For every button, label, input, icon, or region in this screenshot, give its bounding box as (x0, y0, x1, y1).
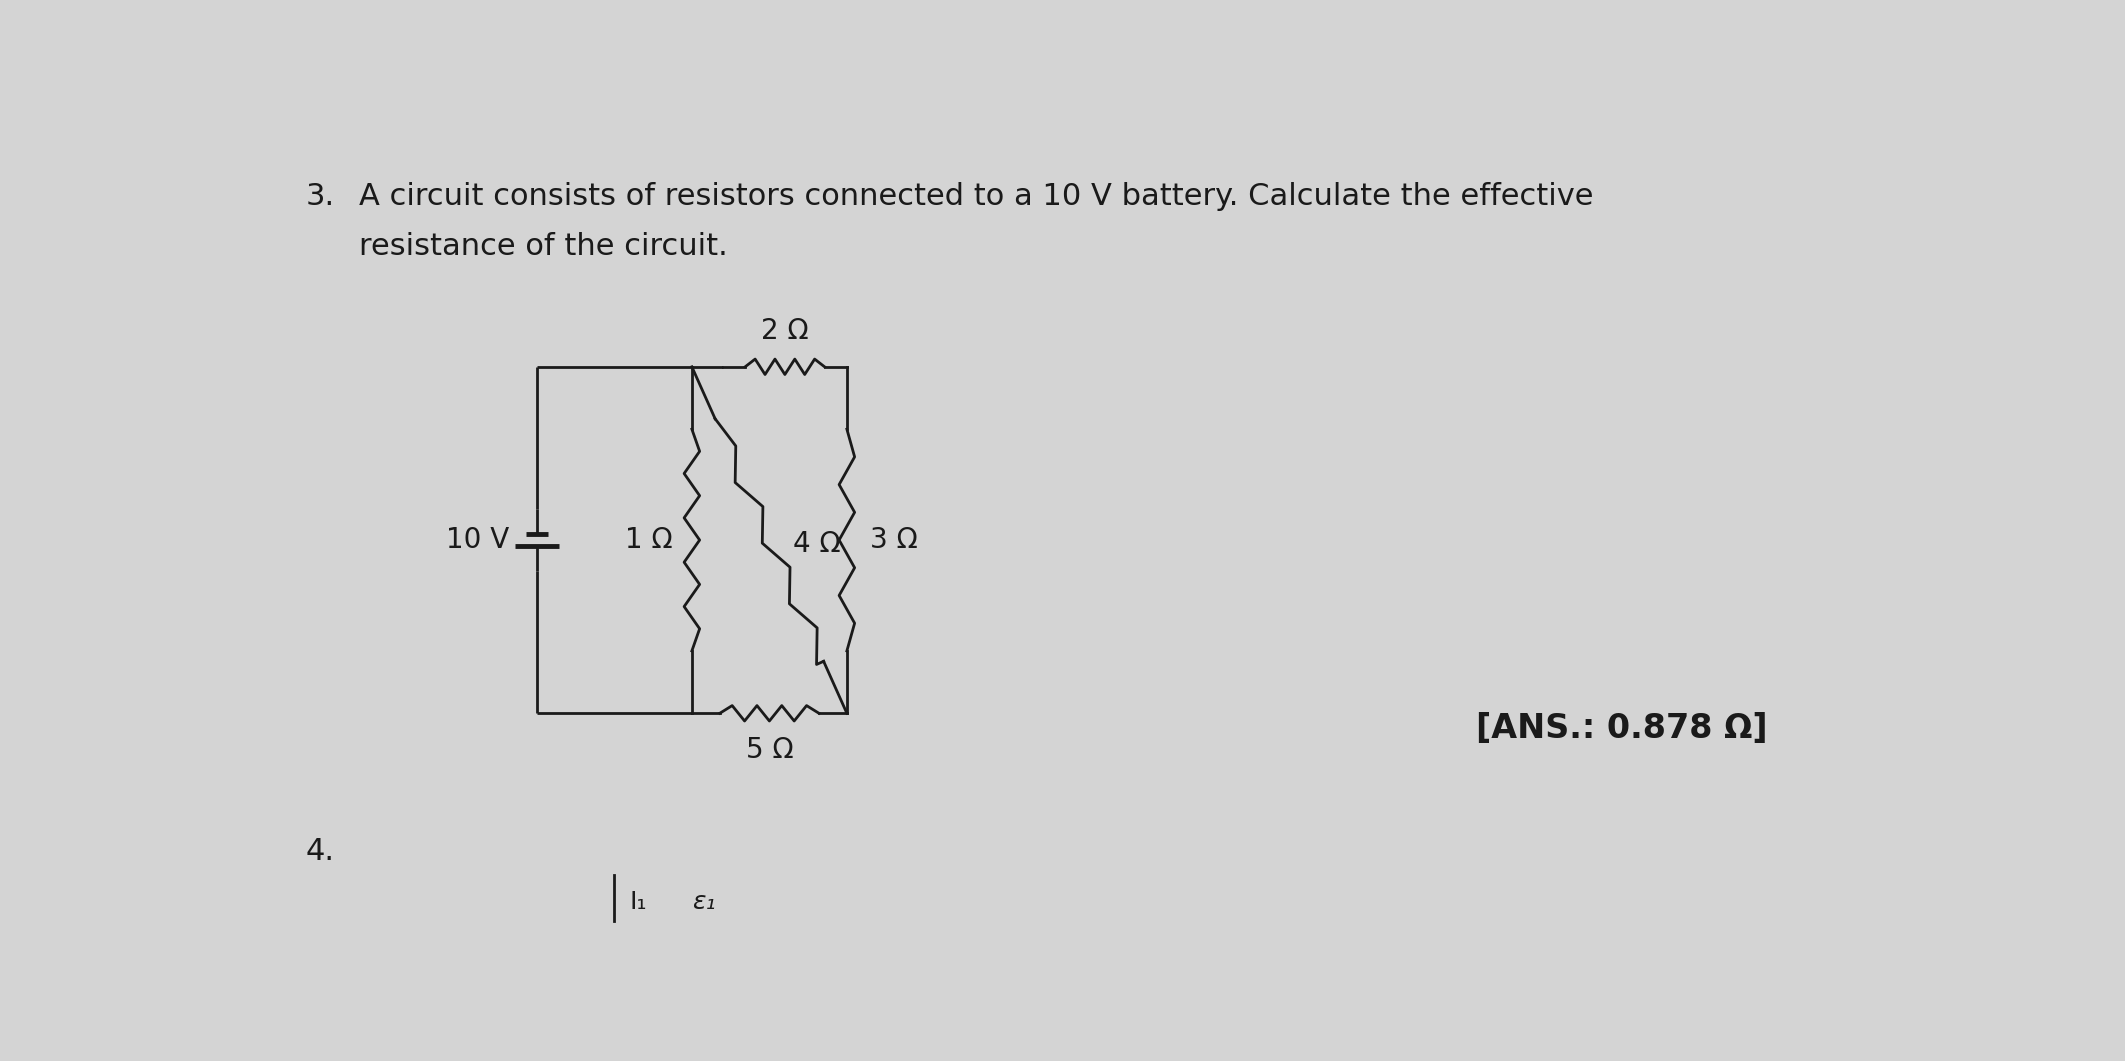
Text: 4.: 4. (306, 837, 336, 867)
Text: 5 Ω: 5 Ω (746, 736, 793, 764)
Text: [ANS.: 0.878 Ω]: [ANS.: 0.878 Ω] (1477, 712, 1768, 745)
Text: A circuit consists of resistors connected to a 10 V battery. Calculate the effec: A circuit consists of resistors connecte… (359, 182, 1594, 211)
Text: 3.: 3. (306, 182, 336, 211)
Text: 10 V: 10 V (446, 526, 510, 554)
Text: resistance of the circuit.: resistance of the circuit. (359, 232, 727, 261)
Text: 3 Ω: 3 Ω (869, 526, 918, 554)
Text: 4 Ω: 4 Ω (793, 529, 839, 558)
Text: 1 Ω: 1 Ω (625, 526, 672, 554)
Text: I₁: I₁ (629, 890, 648, 914)
Text: 2 Ω: 2 Ω (761, 317, 810, 345)
Text: ε₁: ε₁ (693, 890, 716, 914)
